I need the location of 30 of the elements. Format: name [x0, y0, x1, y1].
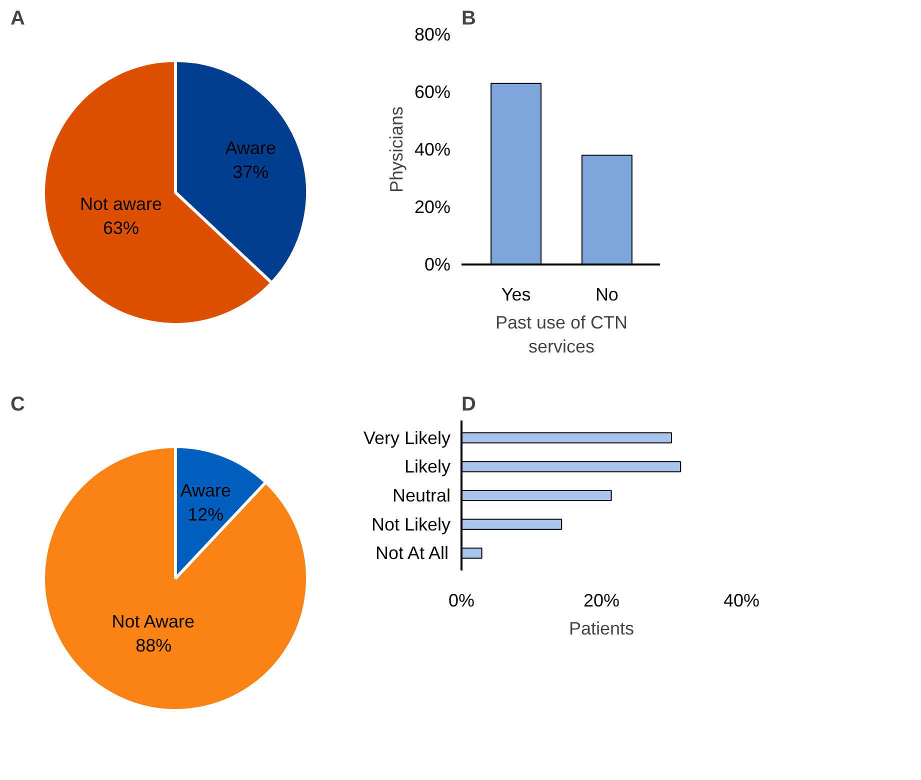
y-tick-label: Not At All: [375, 543, 449, 564]
data-label: 37%: [232, 162, 269, 182]
x-axis-title: Past use of CTN services: [495, 312, 628, 356]
y-tick-label: Neutral: [392, 486, 451, 506]
x-axis-title: Patients: [568, 618, 634, 638]
y-tick-label: 60%: [414, 82, 451, 102]
x-tick-label: 20%: [583, 590, 620, 610]
chart-title: B: [462, 8, 476, 30]
x-tick-label: Yes: [501, 284, 531, 304]
y-tick-label: 40%: [414, 140, 451, 160]
y-tick-label: Very Likely: [363, 428, 451, 448]
y-tick-label: Not Likely: [371, 514, 450, 534]
data-label: 63%: [102, 218, 140, 238]
data-label: 88%: [136, 636, 172, 656]
chart-title: A: [10, 8, 25, 30]
y-tick-label: 80%: [414, 24, 451, 44]
y-tick-label: Likely: [404, 456, 451, 477]
slice-label: Not aware: [80, 194, 162, 214]
chart-title: D: [462, 394, 476, 416]
x-tick-label: No: [595, 284, 618, 304]
data-label: 12%: [188, 504, 224, 525]
y-tick-label: 20%: [414, 197, 451, 217]
slice-label: Aware: [180, 480, 231, 501]
y-tick-label: 0%: [424, 254, 450, 274]
slice-label: Aware: [225, 138, 276, 158]
slice-label: Not Aware: [112, 612, 194, 632]
x-tick-label: 0%: [448, 590, 475, 610]
chart-title: C: [10, 394, 25, 416]
x-tick-label: 40%: [723, 590, 760, 610]
y-axis-title: Physicians: [386, 106, 406, 193]
